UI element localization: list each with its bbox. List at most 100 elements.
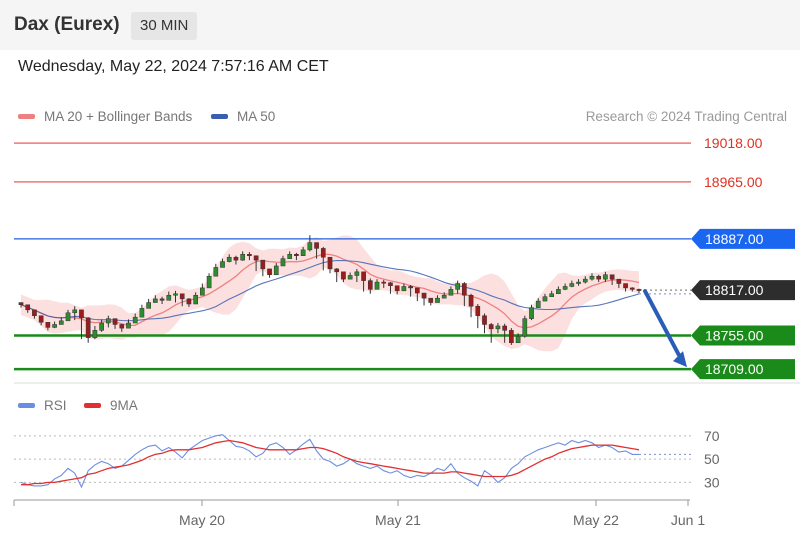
rsi-tick-70: 70 (704, 428, 720, 444)
candle-body-43 (307, 242, 313, 251)
level-label-2: 18887.00 (705, 231, 764, 247)
candle-body-20 (153, 298, 158, 303)
candle-body-26 (193, 294, 198, 305)
candle-body-19 (146, 302, 151, 309)
candle-body-68 (475, 305, 481, 316)
candle-body-76 (529, 307, 534, 319)
candle-body-84 (582, 278, 588, 283)
candle-body-85 (589, 275, 595, 280)
candle-body-39 (280, 258, 286, 267)
candle-body-45 (320, 248, 326, 258)
candle-body-70 (488, 324, 494, 330)
candle-body-67 (468, 294, 474, 307)
level-label-3: 18817.00 (705, 282, 764, 298)
candle-body-41 (294, 254, 299, 256)
level-label-5: 18709.00 (705, 361, 764, 377)
candle-body-61 (428, 297, 434, 303)
bollinger-band-area (21, 235, 639, 352)
candle-body-51 (361, 271, 366, 281)
candle-body-13 (105, 318, 111, 324)
candle-body-90 (623, 283, 628, 289)
candle-body-6 (58, 320, 64, 325)
candle-body-29 (213, 267, 219, 277)
ma20-swatch (18, 114, 35, 119)
legend-rsi: RSI (18, 398, 67, 413)
interval-button[interactable]: 30 MIN (131, 12, 198, 40)
rsi-tick-30: 30 (704, 474, 720, 490)
resistance-label-0: 19018.00 (704, 135, 763, 151)
candle-body-80 (556, 289, 561, 295)
candle-body-38 (273, 265, 279, 275)
candle-body-37 (267, 268, 272, 275)
candle-body-64 (448, 289, 454, 296)
candle-body-35 (253, 255, 259, 261)
candle-body-31 (226, 256, 232, 262)
level-tag-3 (691, 280, 795, 301)
candle-body-75 (522, 318, 528, 337)
candle-body-72 (502, 325, 507, 331)
candle-body-53 (374, 281, 380, 290)
candle-body-34 (247, 254, 252, 256)
candle-body-74 (515, 335, 521, 344)
candle-body-89 (616, 278, 622, 284)
candle-body-5 (52, 324, 57, 328)
x-tick-label-1: May 21 (375, 512, 421, 528)
candle-body-21 (159, 298, 165, 301)
candle-body-30 (220, 261, 225, 268)
candle-body-18 (139, 308, 145, 318)
candle-body-9 (79, 309, 84, 319)
level-tag-5 (691, 359, 795, 380)
candle-body-36 (260, 259, 266, 270)
candle-body-50 (354, 271, 360, 276)
candle-body-44 (314, 242, 319, 249)
level-tag-4 (691, 325, 795, 346)
candle-body-14 (112, 318, 118, 325)
candle-body-46 (327, 256, 333, 270)
candle-body-73 (509, 330, 514, 344)
candle-body-78 (542, 296, 548, 302)
candle-body-60 (421, 292, 427, 299)
candle-body-16 (126, 322, 131, 329)
level-labels: 19018.00 18965.00 18887.00 18817.00 18755.00… (643, 135, 795, 380)
candle-body-65 (455, 283, 460, 290)
candle-body-54 (381, 281, 387, 284)
ma50-swatch (211, 114, 228, 119)
time-axis: May 20 May 21 May 22 Jun 1 (13, 382, 800, 528)
candle-body-1 (25, 304, 31, 311)
candle-body-91 (629, 287, 635, 290)
datetime-label: Wednesday, May 22, 2024 7:57:16 AM CET (18, 58, 329, 75)
candle-body-24 (179, 293, 185, 300)
candle-body-88 (609, 274, 615, 280)
candle-body-10 (85, 317, 91, 338)
bollinger-bands (21, 235, 639, 352)
resistance-label-1: 18965.00 (704, 174, 763, 190)
candle-body-8 (72, 309, 78, 314)
candle-body-77 (535, 300, 541, 308)
candlesticks (18, 235, 642, 345)
header-bar: Dax (Eurex) 30 MIN (0, 0, 800, 50)
candle-body-17 (132, 316, 138, 324)
x-tick-label-0: May 20 (179, 512, 225, 528)
level-tag-2 (691, 228, 795, 249)
legend-rsi-label: RSI (44, 398, 67, 413)
candle-body-33 (240, 254, 246, 261)
rsi-line (20, 434, 639, 489)
instrument-title: Dax (Eurex) (14, 14, 120, 35)
forecast-arrow-head (673, 351, 687, 368)
ma9-swatch (84, 403, 101, 408)
x-tick-label-2: May 22 (573, 512, 619, 528)
legend-9ma-label: 9MA (110, 398, 138, 413)
candle-body-66 (462, 283, 467, 296)
forecast-arrow-shaft (643, 289, 682, 360)
legend-ma50-label: MA 50 (237, 109, 276, 124)
candle-body-92 (636, 289, 642, 291)
candle-body-47 (334, 268, 340, 273)
candle-body-63 (441, 294, 447, 299)
candle-body-69 (482, 315, 487, 325)
candle-body-82 (569, 283, 575, 287)
candle-body-79 (549, 293, 555, 297)
candle-body-23 (173, 293, 178, 296)
candle-body-83 (576, 281, 581, 284)
candle-body-81 (562, 286, 568, 290)
